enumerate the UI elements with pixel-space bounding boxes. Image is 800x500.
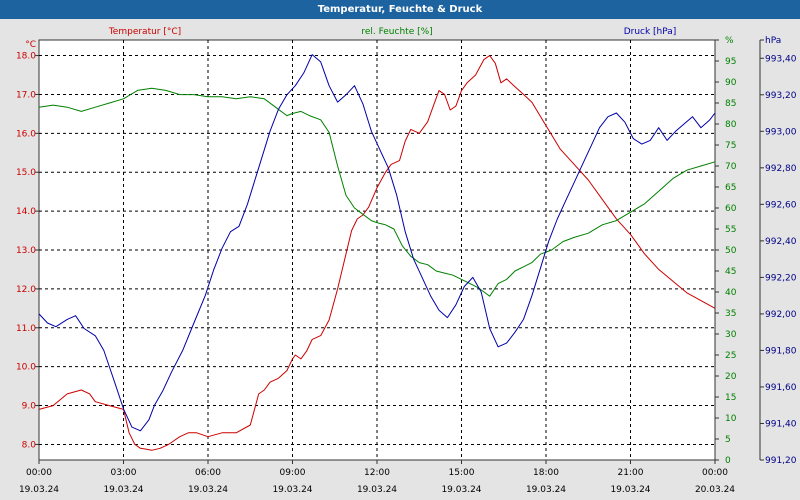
pressure-tick-label: hPa [765,36,781,46]
x-tick-time: 09:00 [280,468,306,478]
humidity-tick-label: 75 [725,141,736,151]
humidity-tick-label: 40 [725,288,737,298]
legend-humidity: rel. Feuchte [%] [361,27,432,37]
pressure-tick-label: 991,80 [765,346,797,356]
humidity-tick-label: 85 [725,99,736,109]
grid [39,40,715,460]
humidity-tick-label: 10 [725,414,737,424]
humidity-tick-label: 90 [725,78,737,88]
pressure-tick-label: 992,60 [765,200,797,210]
pressure-tick-label: 992,40 [765,237,797,247]
temp-tick-label: 12.0 [16,285,36,295]
x-tick-time: 00:00 [702,468,728,478]
series-line-pressure [38,54,716,432]
x-tick-time: 21:00 [618,468,644,478]
x-tick-date: 19.03.24 [526,485,566,495]
x-tick-time: 15:00 [449,468,475,478]
humidity-tick-label: 5 [725,435,731,445]
temp-tick-label: 17.0 [16,90,36,100]
series-line-temperature [38,55,716,451]
x-tick-time: 00:00 [26,468,52,478]
humidity-tick-label: 60 [725,204,737,214]
humidity-tick-label: 55 [725,225,736,235]
temp-unit-label: °C [25,40,36,50]
x-tick-time: 06:00 [195,468,221,478]
humidity-tick-label: 50 [725,246,737,256]
temp-tick-label: 8.0 [22,440,37,450]
legend-pressure: Druck [hPa] [624,27,677,37]
x-tick-date: 19.03.24 [188,485,228,495]
pressure-tick-label: 993,40 [765,54,797,64]
temp-tick-label: 18.0 [16,52,36,62]
x-tick-date: 19.03.24 [357,485,397,495]
humidity-tick-label: 0 [725,456,731,466]
axes [35,39,764,464]
humidity-tick-label: 65 [725,183,736,193]
humidity-tick-label: 45 [725,267,736,277]
legend-temperature: Temperatur [°C] [108,27,181,37]
series-layer [38,54,716,451]
pressure-tick-label: 993,00 [765,127,797,137]
temp-tick-label: 9.0 [22,402,37,412]
humidity-tick-label: % [725,36,734,46]
x-tick-date: 19.03.24 [19,485,59,495]
pressure-tick-label: 991,20 [765,456,797,466]
pressure-tick-label: 993,20 [765,91,797,101]
humidity-tick-label: 95 [725,57,736,67]
x-tick-time: 18:00 [533,468,559,478]
x-tick-date: 19.03.24 [103,485,143,495]
humidity-tick-label: 25 [725,351,736,361]
pressure-tick-label: 991,40 [765,419,797,429]
chart-title: Temperatur, Feuchte & Druck [0,0,800,19]
axis-labels: 00:00 19.03.24 03:00 19.03.24 06:00 19.03.24 0… [16,27,797,495]
x-tick-time: 12:00 [364,468,390,478]
temp-tick-label: 10.0 [16,363,36,373]
x-tick-date: 19.03.24 [272,485,312,495]
humidity-tick-label: 15 [725,393,736,403]
temp-tick-label: 13.0 [16,246,36,256]
humidity-tick-label: 20 [725,372,737,382]
temp-tick-label: 11.0 [16,324,36,334]
humidity-tick-label: 30 [725,330,737,340]
x-tick-date: 19.03.24 [441,485,481,495]
pressure-tick-label: 992,80 [765,164,797,174]
x-tick-date: 20.03.24 [695,485,735,495]
pressure-tick-label: 992,00 [765,310,797,320]
x-tick-time: 03:00 [111,468,137,478]
series-line-humidity [38,87,716,297]
temp-tick-label: 15.0 [16,168,36,178]
pressure-tick-label: 992,20 [765,273,797,283]
x-tick-date: 19.03.24 [610,485,650,495]
humidity-tick-label: 80 [725,120,737,130]
humidity-tick-label: 35 [725,309,736,319]
temp-tick-label: 14.0 [16,207,36,217]
humidity-tick-label: 70 [725,162,737,172]
temp-tick-label: 16.0 [16,129,36,139]
pressure-tick-label: 991,60 [765,383,797,393]
